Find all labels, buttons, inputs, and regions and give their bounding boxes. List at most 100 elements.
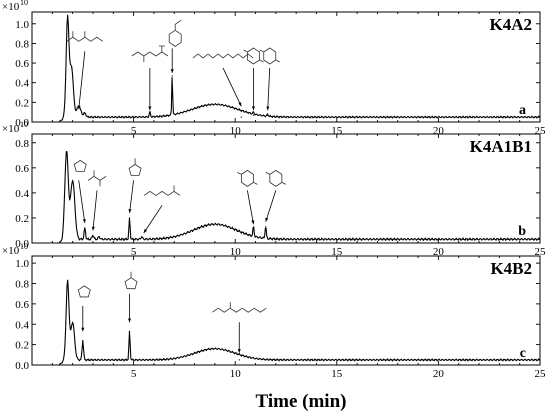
- peak-annotation-long-chain: [192, 53, 254, 107]
- peak-point: [65, 150, 68, 153]
- annotation-arrow: [92, 190, 98, 231]
- arrow-head: [82, 219, 86, 223]
- peak-point: [128, 217, 131, 219]
- molecule-structure-lactide: [243, 47, 264, 65]
- y-tick-label: 0.8: [15, 38, 29, 50]
- annotation-arrow: [246, 190, 254, 225]
- y-tick-label: 0.6: [15, 58, 29, 70]
- molecule-structure-hydroxy-acid: [87, 170, 107, 187]
- peak-annotation-lactide: [237, 169, 258, 225]
- y-exponent-power: 10: [20, 242, 28, 251]
- molecule-structure-ester: [212, 302, 267, 313]
- plot-frame: [31, 133, 541, 244]
- arrow-head: [237, 349, 241, 353]
- arrow-head: [251, 106, 256, 111]
- arrow-head: [127, 318, 132, 323]
- y-tick-label: 0.0: [15, 238, 29, 250]
- y-tick-label: 0.2: [15, 97, 29, 109]
- molecule-structure-styrene: [168, 20, 182, 47]
- peak-point: [82, 339, 84, 342]
- x-tick-label: 10: [230, 246, 242, 258]
- peak-annotation-lactide: [259, 47, 280, 111]
- arrow-head: [238, 102, 242, 107]
- y-exponent-label: ×10: [2, 1, 20, 13]
- y-tick-label: 0.0: [15, 117, 29, 129]
- peak-point: [72, 321, 74, 323]
- peak-point: [92, 234, 94, 237]
- annotation-arrow: [222, 67, 242, 107]
- peak-point: [84, 112, 86, 114]
- peak-annotation-nitrile-acrylate: [143, 185, 181, 234]
- x-tick-label: 10: [230, 125, 242, 137]
- molecule-bonds: [124, 271, 138, 290]
- y-exponent-power: 10: [20, 0, 28, 7]
- molecule-structure-thf-ring: [77, 285, 91, 298]
- peak-annotation-thf-ring: [77, 285, 91, 332]
- molecule-bonds: [259, 47, 280, 65]
- panel-letter: b: [518, 224, 526, 239]
- molecule-bonds: [265, 169, 287, 187]
- x-tick-label: 15: [331, 246, 343, 258]
- peak-point: [252, 228, 255, 230]
- molecule-bonds: [77, 285, 91, 298]
- chromatogram-trace: [58, 14, 541, 123]
- chromatogram-trace: [58, 279, 541, 366]
- panel-letter: c: [520, 346, 526, 361]
- x-tick-label: 25: [535, 246, 547, 258]
- peak-point: [240, 116, 242, 118]
- peak-point: [149, 111, 151, 113]
- molecule-bonds: [66, 31, 104, 42]
- peak-point: [238, 359, 240, 361]
- peak-annotation-lactide: [265, 169, 287, 222]
- peak-annotation-cyclopentanone: [128, 158, 142, 213]
- peak-point: [171, 75, 173, 77]
- peak-annotation-styrene: [168, 20, 182, 73]
- y-tick-label: 0.4: [15, 78, 29, 90]
- peak-annotation-branched-alkene: [131, 45, 169, 111]
- molecule-structure-nitrile-acrylate: [143, 185, 181, 196]
- arrow-head: [265, 217, 269, 222]
- x-tick-label: 25: [535, 368, 547, 380]
- molecule-bonds: [237, 169, 258, 187]
- x-axis-title: Time (min): [256, 391, 347, 412]
- molecule-bonds: [192, 53, 254, 59]
- molecule-structure-diketone: [66, 31, 104, 42]
- molecule-structure-lactide: [237, 169, 258, 187]
- peak-point: [141, 236, 143, 238]
- arrow-head: [77, 105, 81, 110]
- peak-point: [98, 236, 100, 238]
- peak-point: [66, 18, 69, 20]
- peak-annotation-ester: [212, 302, 267, 353]
- arrow-head: [251, 220, 255, 225]
- x-tick-label: 20: [433, 125, 445, 137]
- peak-annotation-cyclopentanone: [124, 271, 138, 323]
- molecule-structure-branched-alkene: [131, 45, 169, 62]
- y-tick-label: 0.0: [15, 360, 29, 372]
- peak-annotation-diketone: [66, 31, 104, 110]
- peak-annotation-thf-ring: [73, 159, 87, 224]
- y-tick-label: 0.6: [15, 299, 29, 311]
- peak-point: [267, 114, 269, 116]
- peak-annotation-lactide: [243, 47, 264, 111]
- x-tick-label: 5: [131, 125, 137, 137]
- molecule-bonds: [87, 170, 107, 187]
- annotation-arrow: [267, 67, 271, 111]
- x-tick-label: 20: [433, 368, 445, 380]
- molecule-bonds: [243, 47, 264, 65]
- y-exponent-label: ×10: [2, 123, 20, 135]
- peak-point: [71, 67, 73, 69]
- molecule-bonds: [131, 45, 169, 62]
- x-tick-label: 25: [535, 125, 547, 137]
- x-tick-label: 5: [131, 368, 137, 380]
- panel-name: K4A2: [490, 15, 533, 34]
- molecule-bonds: [212, 302, 267, 313]
- annotation-arrow: [78, 180, 86, 224]
- y-exponent-power: 10: [20, 120, 28, 129]
- molecule-structure-long-chain: [192, 53, 254, 59]
- peak-point: [128, 330, 131, 332]
- annotation-arrow: [265, 190, 277, 222]
- x-tick-label: 15: [331, 368, 343, 380]
